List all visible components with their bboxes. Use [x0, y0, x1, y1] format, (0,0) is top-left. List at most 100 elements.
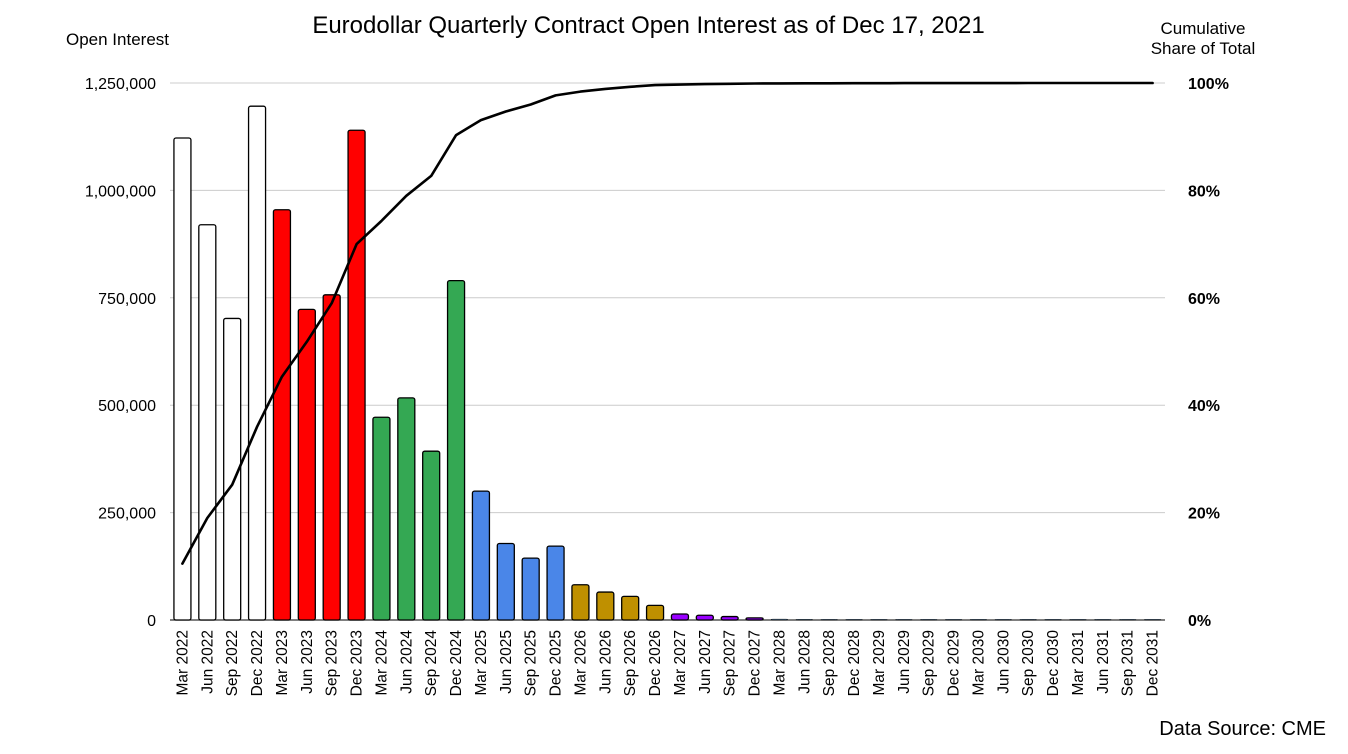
bar [347, 129, 366, 621]
bar [820, 619, 838, 621]
x-tick-label: Dec 2026 [647, 630, 664, 696]
y2-tick-label: 80% [1188, 183, 1220, 200]
x-axis-ticks: Mar 2022 Jun 2022 Sep 2022 Dec 2022 Mar 2023… [174, 630, 1161, 697]
x-tick-label: Sep 2025 [523, 630, 540, 696]
y2-tick-label: 0% [1188, 613, 1211, 630]
bar [994, 619, 1013, 621]
bar [397, 397, 416, 621]
x-tick-label: Mar 2023 [274, 630, 291, 695]
bar [422, 450, 441, 621]
x-tick-label: Mar 2026 [572, 630, 589, 695]
bar [1118, 619, 1137, 621]
bar [745, 617, 764, 621]
x-tick-label: Mar 2028 [771, 630, 788, 695]
x-tick-label: Sep 2027 [722, 630, 739, 696]
x-tick-label: Dec 2025 [548, 630, 565, 696]
bar [621, 595, 640, 621]
x-tick-label: Sep 2023 [324, 630, 341, 696]
bar [720, 615, 739, 621]
x-tick-label: Mar 2027 [672, 630, 689, 695]
bar [695, 614, 714, 621]
x-tick-label: Dec 2028 [846, 630, 863, 696]
x-tick-label: Dec 2031 [1145, 630, 1162, 696]
bar [471, 490, 491, 621]
x-tick-label: Dec 2023 [349, 630, 366, 696]
x-tick-label: Dec 2029 [946, 630, 963, 696]
bar [1019, 619, 1037, 621]
y2-tick-label: 40% [1188, 398, 1220, 415]
data-source-note: Data Source: CME [1159, 718, 1326, 740]
y-tick-label: 500,000 [98, 398, 156, 415]
bar [297, 308, 316, 621]
bar [919, 619, 938, 621]
x-tick-label: Dec 2030 [1045, 630, 1062, 697]
y2-tick-label: 60% [1188, 291, 1220, 308]
bar-series [173, 105, 1162, 621]
bar [571, 584, 590, 621]
x-tick-label: Mar 2029 [871, 630, 888, 695]
x-tick-label: Sep 2029 [921, 630, 938, 696]
x-tick-label: Jun 2022 [199, 630, 216, 694]
x-tick-label: Mar 2025 [473, 630, 490, 695]
bar [521, 557, 540, 621]
gridlines [170, 82, 1165, 621]
bar [870, 619, 888, 621]
y2-axis-label-line2: Share of Total [1150, 39, 1256, 58]
bar [1044, 619, 1062, 621]
y2-tick-label: 100% [1188, 76, 1229, 93]
x-tick-label: Jun 2028 [796, 630, 813, 694]
x-tick-label: Sep 2028 [821, 630, 838, 696]
x-tick-label: Dec 2022 [249, 630, 266, 696]
bar [247, 105, 267, 621]
cumulative-line [181, 81, 1154, 565]
bar [198, 224, 217, 621]
bar [944, 619, 963, 621]
x-tick-label: Mar 2022 [174, 630, 191, 695]
bar [546, 545, 565, 621]
x-tick-label: Jun 2027 [697, 630, 714, 694]
bar [1069, 619, 1087, 621]
y-axis-ticks: 0 250,000 500,000 750,000 1,000,000 1,250,000 [85, 76, 156, 630]
y-tick-label: 1,250,000 [85, 76, 156, 93]
bar [272, 209, 292, 621]
cumulative-line-series [181, 81, 1154, 565]
bar [322, 294, 341, 621]
bar [596, 591, 615, 621]
x-tick-label: Sep 2022 [224, 630, 241, 696]
bar [496, 542, 515, 621]
bar [223, 317, 242, 621]
bar [969, 619, 988, 621]
x-tick-label: Sep 2031 [1120, 630, 1137, 696]
bar [645, 604, 665, 621]
bar [895, 619, 913, 621]
chart-title: Eurodollar Quarterly Contract Open Inter… [312, 12, 985, 39]
bar [372, 416, 391, 621]
y2-tick-label: 20% [1188, 506, 1220, 523]
y-tick-label: 0 [147, 613, 156, 630]
bar [795, 619, 814, 621]
x-tick-label: Mar 2031 [1070, 630, 1087, 695]
y2-axis-ticks: 0% 20% 40% 60% 80% 100% [1188, 76, 1229, 630]
bar [446, 279, 466, 621]
x-tick-label: Sep 2026 [622, 630, 639, 696]
x-tick-label: Jun 2024 [398, 630, 415, 694]
x-tick-label: Jun 2025 [498, 630, 515, 694]
x-tick-label: Sep 2024 [423, 630, 440, 697]
x-tick-label: Sep 2030 [1020, 630, 1037, 697]
bar [1143, 619, 1162, 621]
x-tick-label: Mar 2030 [970, 630, 987, 696]
y-tick-label: 750,000 [98, 291, 156, 308]
x-tick-label: Mar 2024 [373, 630, 390, 696]
x-tick-label: Dec 2027 [747, 630, 764, 696]
x-tick-label: Jun 2031 [1095, 630, 1112, 694]
x-tick-label: Jun 2030 [995, 630, 1012, 694]
x-tick-label: Dec 2024 [448, 630, 465, 697]
bar [173, 137, 192, 621]
y2-axis-label-line1: Cumulative [1160, 19, 1246, 38]
y-tick-label: 1,000,000 [85, 183, 156, 200]
bar [845, 619, 863, 621]
bar [1094, 619, 1112, 621]
y-axis-label: Open Interest [66, 30, 170, 49]
bar [770, 618, 789, 621]
